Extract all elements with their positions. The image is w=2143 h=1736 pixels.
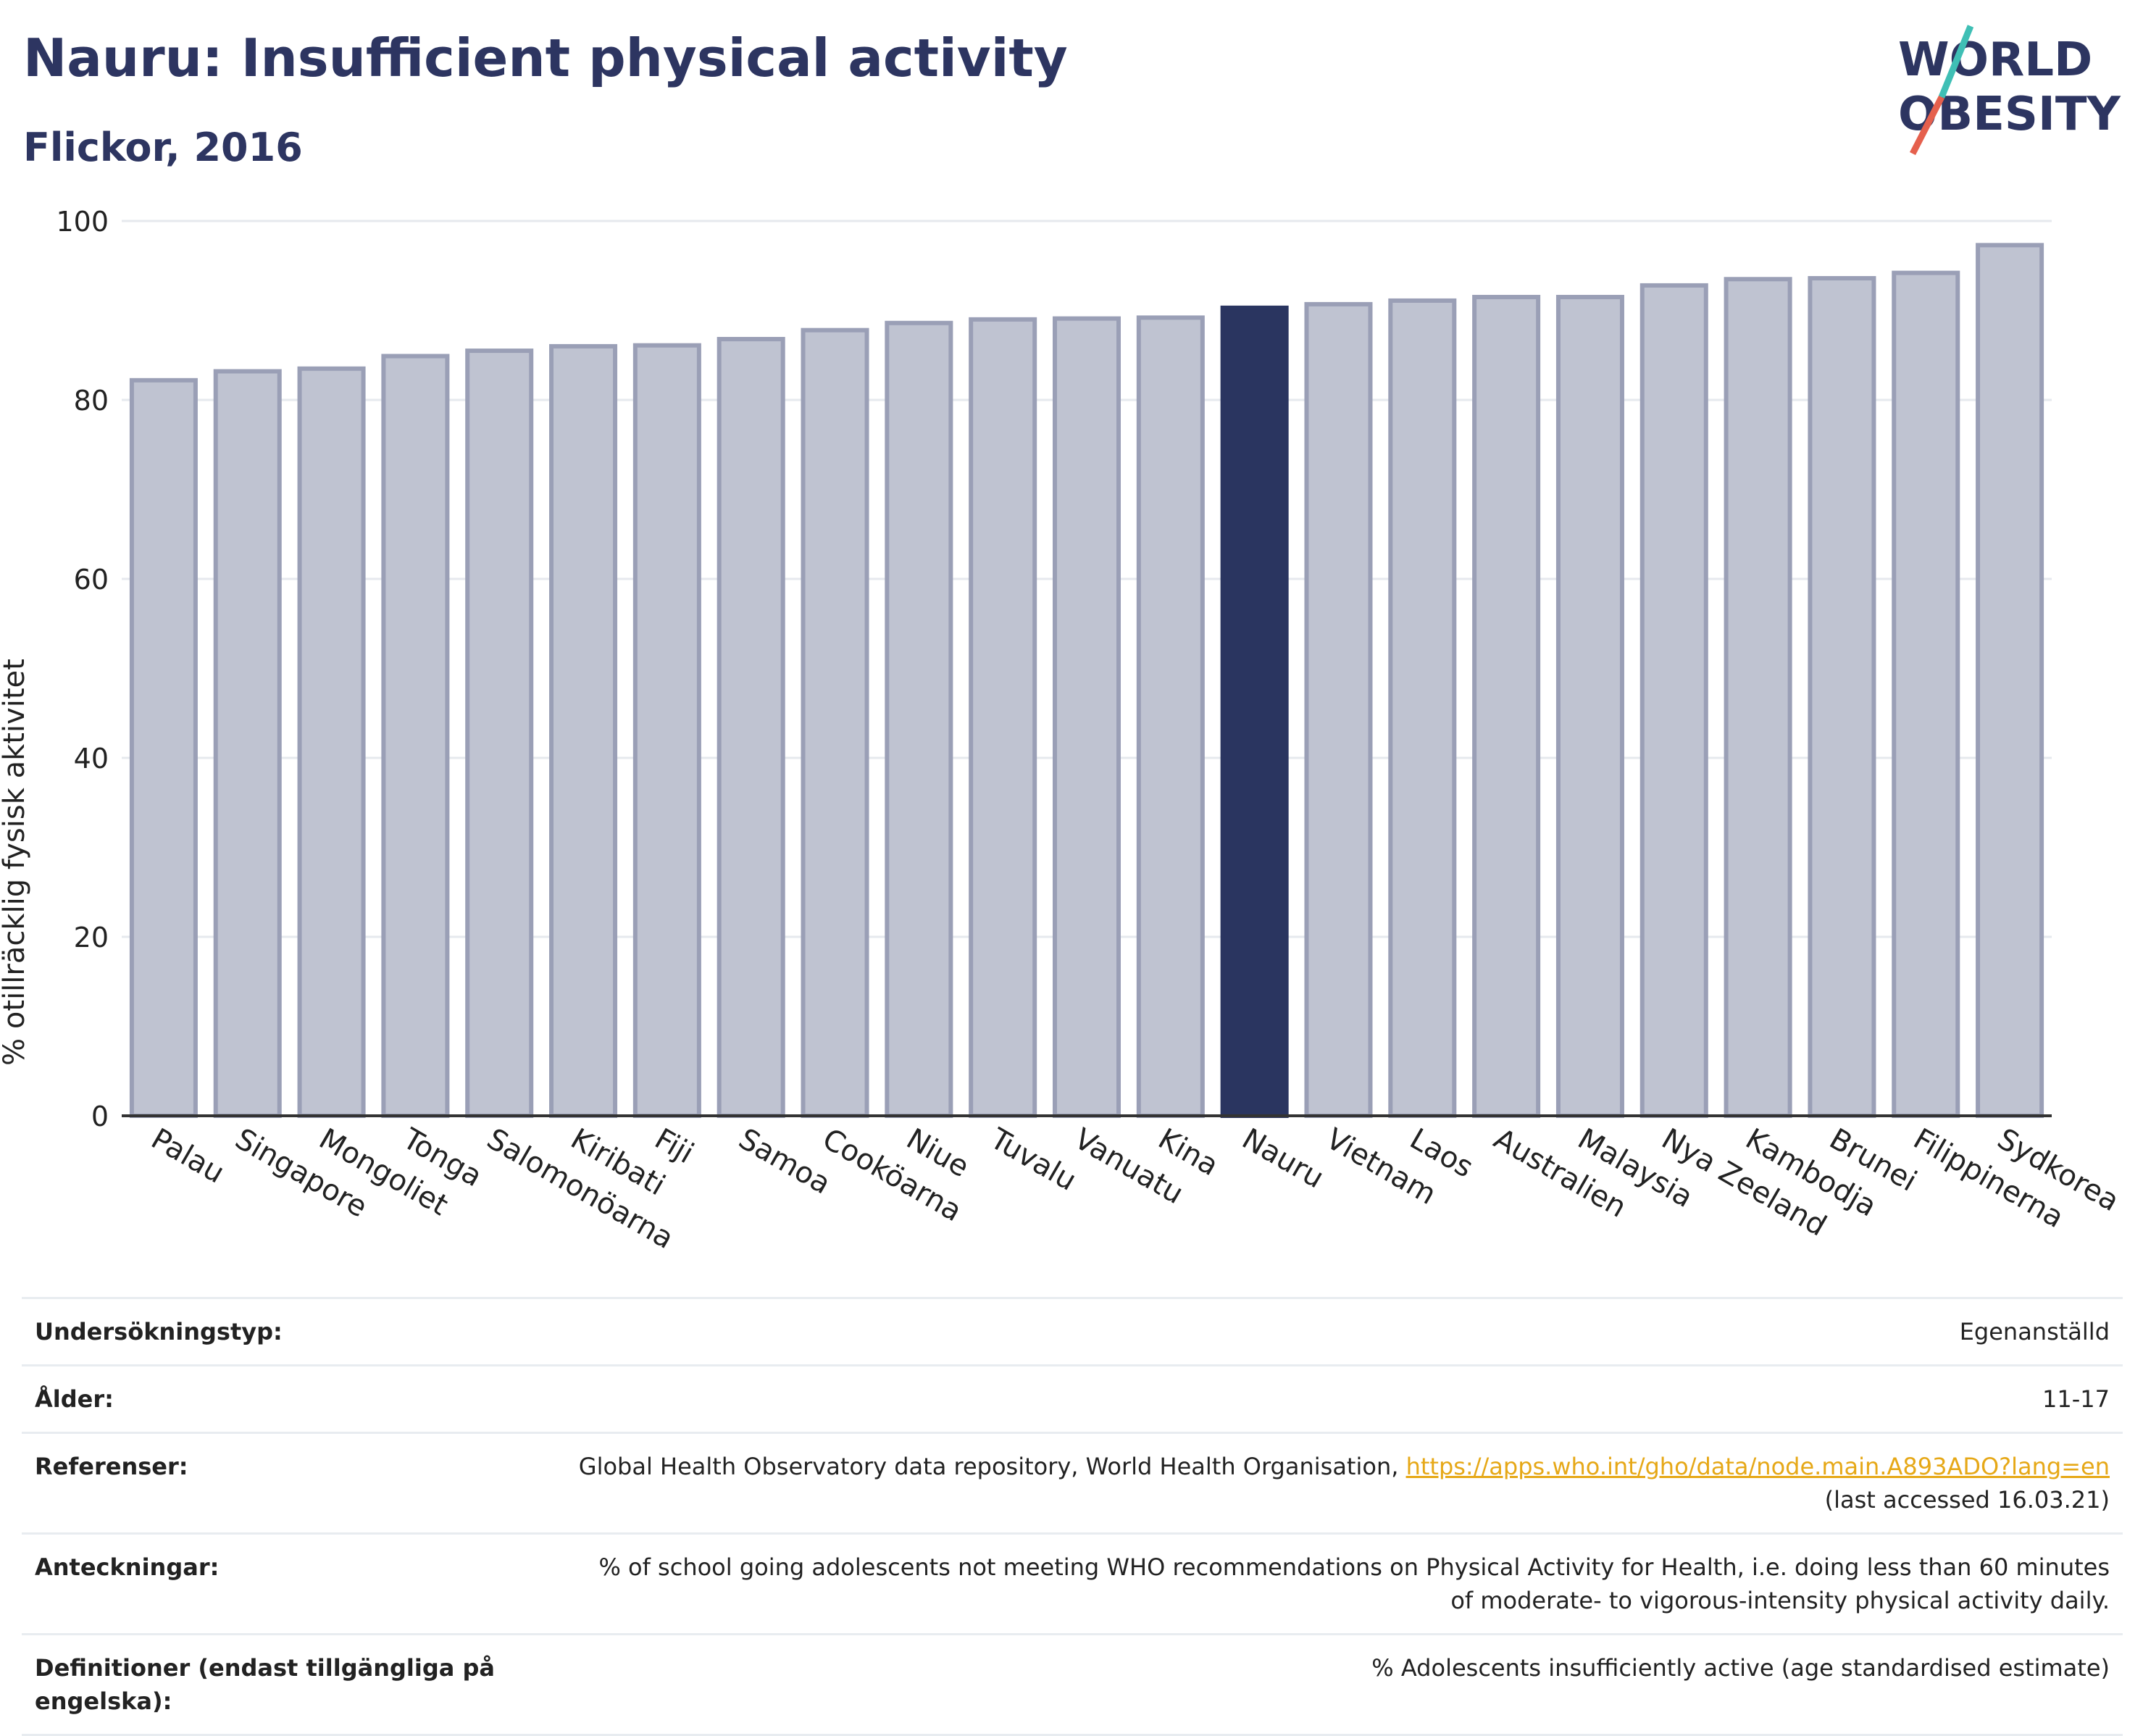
info-row-notes: Anteckningar: % of school going adolesce…: [22, 1532, 2123, 1633]
bar: [129, 377, 198, 1118]
page-title: Nauru: Insufficient physical activity: [23, 28, 1068, 88]
bar: [381, 354, 450, 1118]
references-value: Global Health Observatory data repositor…: [579, 1450, 2110, 1516]
references-text: Global Health Observatory data repositor…: [578, 1453, 1406, 1480]
references-link[interactable]: https://apps.who.int/gho/data/node.main.…: [1405, 1453, 2110, 1480]
bar: [1136, 315, 1205, 1118]
notes-label: Anteckningar:: [35, 1553, 220, 1581]
x-tick-label: Tuvalu: [984, 1122, 1082, 1198]
bar: [1892, 270, 1960, 1118]
bar: [1724, 277, 1792, 1118]
bar: [1976, 243, 2044, 1119]
definitions-value: % Adolescents insufficiently active (age…: [1371, 1654, 2110, 1682]
y-tick-label: 80: [74, 385, 109, 417]
x-tick-label: Fiji: [649, 1122, 699, 1171]
y-tick-label: 20: [74, 922, 109, 953]
x-tick-label: Nauru: [1237, 1122, 1329, 1195]
survey-type-value: Egenanställd: [1959, 1318, 2110, 1345]
survey-type-label: Undersökningstyp:: [35, 1318, 283, 1345]
info-row-survey-type: Undersökningstyp: Egenanställd: [22, 1297, 2123, 1364]
info-row-definitions: Definitioner (endast tillgängliga på eng…: [22, 1633, 2123, 1736]
page-subtitle: Flickor, 2016: [23, 125, 303, 170]
references-accessed: (last accessed 16.03.21): [1824, 1486, 2110, 1514]
bar: [1639, 283, 1708, 1118]
bar: [885, 320, 953, 1118]
bar: [1388, 298, 1457, 1118]
y-tick-label: 100: [56, 206, 109, 238]
bar: [213, 369, 282, 1118]
age-label: Ålder:: [35, 1385, 114, 1413]
bar: [801, 327, 869, 1118]
logo-word-world: WORLD: [1898, 33, 2092, 87]
x-tick-label: Samoa: [733, 1122, 836, 1201]
bar: [1472, 294, 1541, 1119]
bar: [1304, 301, 1373, 1119]
bar: [297, 366, 366, 1118]
bar: [717, 337, 785, 1118]
definitions-label: Definitioner (endast tillgängliga på eng…: [35, 1654, 495, 1715]
y-tick-label: 40: [74, 743, 109, 775]
notes-value: % of school going adolescents not meetin…: [598, 1553, 2110, 1614]
info-row-references: Referenser: Global Health Observatory da…: [22, 1432, 2123, 1532]
info-table: Undersökningstyp: Egenanställd Ålder: 11…: [22, 1297, 2123, 1736]
bar-highlight: [1220, 305, 1289, 1118]
bar: [465, 349, 534, 1119]
bar: [549, 343, 618, 1118]
bar: [969, 317, 1037, 1119]
bar: [1555, 294, 1624, 1119]
bar: [1808, 276, 1876, 1118]
world-obesity-logo: WORLD OBESITY: [1898, 25, 2121, 155]
bar: [1052, 316, 1121, 1118]
y-tick-label: 0: [91, 1101, 109, 1132]
logo-slash-teal: [1938, 25, 1974, 99]
info-row-age: Ålder: 11-17: [22, 1364, 2123, 1432]
logo-slash-red: [1909, 95, 1945, 155]
references-label: Referenser:: [35, 1453, 188, 1480]
bar: [632, 343, 701, 1118]
x-tick-label: Palau: [146, 1122, 230, 1190]
y-axis-label: % otillräcklig fysisk aktivitet: [0, 659, 31, 1066]
y-tick-label: 60: [74, 564, 109, 596]
age-value: 11-17: [2042, 1385, 2110, 1413]
